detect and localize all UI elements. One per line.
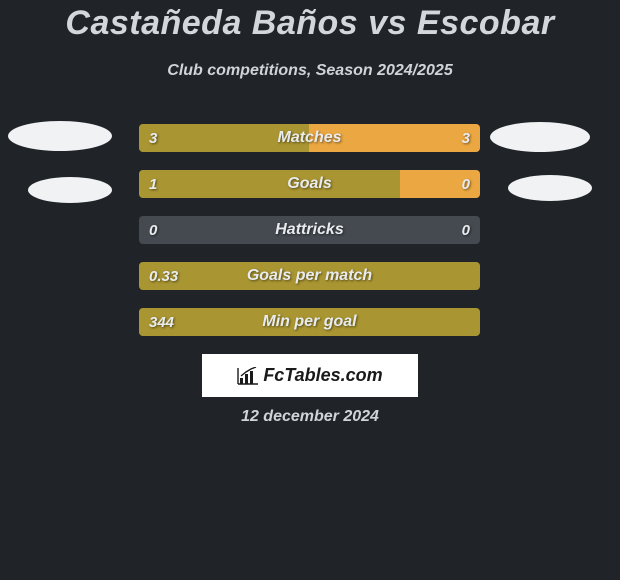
decorative-ellipse [490, 122, 590, 152]
background [0, 0, 620, 580]
stat-value-left: 0 [149, 216, 157, 244]
decorative-ellipse [508, 175, 592, 201]
stat-row: Matches33 [139, 124, 480, 152]
stat-value-right: 0 [462, 216, 470, 244]
stat-bar-left [139, 170, 400, 198]
stat-bar-left [139, 262, 480, 290]
bar-chart-icon [237, 367, 259, 385]
stat-row: Min per goal344 [139, 308, 480, 336]
logo-box: FcTables.com [202, 354, 418, 397]
page-title: Castañeda Baños vs Escobar [0, 4, 620, 43]
logo: FcTables.com [237, 365, 382, 386]
comparison-infographic: Castañeda Baños vs Escobar Club competit… [0, 0, 620, 580]
stat-label: Hattricks [139, 216, 480, 244]
date-text: 12 december 2024 [0, 408, 620, 426]
decorative-ellipse [28, 177, 112, 203]
stat-row: Goals10 [139, 170, 480, 198]
stat-bar-left [139, 308, 480, 336]
page-subtitle: Club competitions, Season 2024/2025 [0, 62, 620, 80]
stat-row: Goals per match0.33 [139, 262, 480, 290]
logo-text: FcTables.com [263, 365, 382, 386]
decorative-ellipse [8, 121, 112, 151]
stat-row: Hattricks0 0 [139, 216, 480, 244]
stat-bar-right [400, 170, 480, 198]
stat-bar-right [309, 124, 480, 152]
stat-bar-left [139, 124, 310, 152]
